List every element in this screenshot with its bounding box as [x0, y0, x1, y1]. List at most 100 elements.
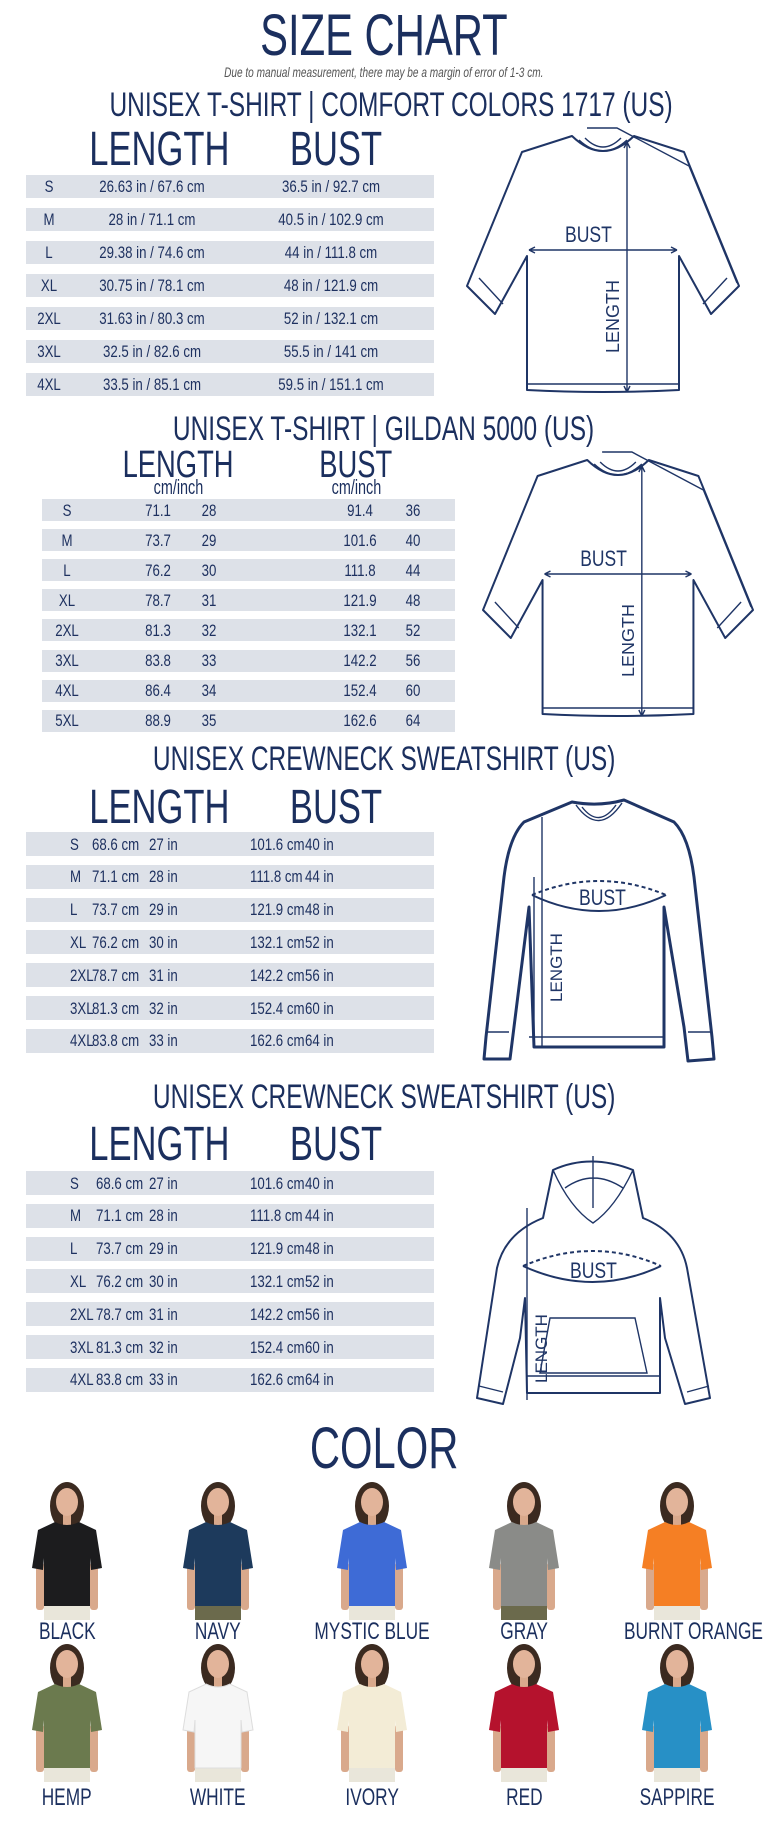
size-cell-text: 2XL	[69, 1304, 94, 1324]
measurement-cell-text: 44 in / 111.8 cm	[284, 243, 378, 262]
table-row	[26, 1335, 434, 1359]
color-label: SAPPIRE	[597, 1786, 757, 1810]
measurement-cell-text: 64 in	[304, 1370, 334, 1390]
size-cell: M	[42, 210, 56, 229]
size-cell-text: 2XL	[69, 965, 94, 985]
measurement-cell-text: 132.1 cm	[250, 1271, 305, 1291]
model-photo-hemp	[32, 1644, 102, 1782]
measurement-cell: 111.8 cm	[250, 867, 317, 886]
measurement-cell: 64 in	[305, 1370, 342, 1389]
table-row	[26, 864, 434, 889]
table-row	[26, 241, 434, 264]
measurement-cell-text: 29.38 in / 74.6 cm	[99, 243, 205, 262]
measurement-cell: 40.5 in / 102.9 cm	[263, 210, 398, 229]
measurement-cell-text: 73.7 cm	[92, 900, 140, 920]
size-cell: S	[61, 501, 72, 520]
measurement-cell: 81.3 cm	[96, 1338, 156, 1357]
measurement-cell: 40	[404, 531, 423, 550]
measurement-cell-text: 152.4 cm	[250, 1337, 305, 1357]
table-row	[26, 930, 434, 955]
measurement-cell-text: 83.8 cm	[95, 1370, 143, 1390]
measurement-cell: 56	[404, 651, 423, 670]
measurement-cell: 73.7	[141, 531, 174, 550]
measurement-cell-text: 91.4	[347, 500, 373, 520]
size-cell: 2XL	[70, 966, 100, 985]
size-cell: M	[70, 867, 84, 886]
measurement-cell-text: 111.8 cm	[250, 1206, 303, 1226]
measurement-cell: 29 in	[149, 1239, 186, 1258]
measurement-cell: 32.5 in / 82.6 cm	[89, 342, 215, 361]
bust-header: BUST	[286, 446, 426, 484]
color-section-title-text: COLOR	[309, 1416, 459, 1481]
measurement-cell-text: 31 in	[148, 1304, 178, 1324]
measurement-cell: 162.6 cm	[250, 1370, 320, 1389]
size-cell-text: 4XL	[69, 1370, 94, 1390]
size-cell: 3XL	[34, 342, 64, 361]
model-photo-navy	[183, 1482, 253, 1620]
measurement-cell-text: 101.6	[343, 530, 377, 550]
measurement-cell-text: 33 in	[148, 1031, 178, 1051]
size-cell-text: S	[69, 1173, 79, 1193]
measurement-cell-text: 88.9	[145, 711, 171, 731]
measurement-cell-text: 68.6 cm	[92, 834, 140, 854]
measurement-cell-text: 34	[201, 681, 217, 701]
color-label: HEMP	[0, 1786, 147, 1810]
measurement-cell: 73.7 cm	[96, 1239, 156, 1258]
measurement-cell: 101.6 cm	[250, 835, 320, 854]
size-cell-text: M	[69, 1206, 81, 1226]
size-cell: 4XL	[34, 375, 64, 394]
measurement-cell-text: 29	[201, 530, 217, 550]
color-label: BURNT ORANGE	[597, 1620, 763, 1644]
measurement-cell: 35	[200, 711, 219, 730]
measurement-cell: 142.2	[339, 651, 382, 670]
measurement-cell: 60 in	[305, 1338, 342, 1357]
measurement-cell: 36	[404, 501, 423, 520]
table-row	[26, 1171, 434, 1195]
table-row	[26, 897, 434, 922]
measurement-cell: 56 in	[305, 966, 342, 985]
table-row	[26, 1203, 434, 1228]
measurement-cell: 48 in / 121.9 cm	[271, 276, 392, 295]
table-row	[26, 373, 434, 396]
table-row	[26, 208, 434, 231]
length-header-text: LENGTH	[89, 781, 230, 834]
measurement-cell: 31 in	[149, 1305, 186, 1324]
t-shirt-diagram: BUST LENGTH	[466, 127, 740, 393]
bust-label: BUST	[570, 1259, 617, 1283]
bust-label: BUST	[579, 886, 626, 910]
size-cell: L	[70, 900, 79, 919]
measurement-cell-text: 32 in	[148, 1337, 178, 1357]
measurement-cell-text: 78.7 cm	[95, 1304, 143, 1324]
size-cell-text: M	[69, 867, 81, 887]
measurement-cell: 142.2 cm	[250, 1305, 320, 1324]
size-cell: 3XL	[70, 999, 100, 1018]
measurement-cell-text: 142.2 cm	[250, 965, 305, 985]
measurement-cell: 28 in / 71.1 cm	[96, 210, 208, 229]
measurement-cell-text: 71.1 cm	[95, 1206, 143, 1226]
length-label: LENGTH	[618, 604, 638, 677]
measurement-cell: 68.6 cm	[92, 835, 152, 854]
color-label: WHITE	[138, 1786, 298, 1810]
table-row	[42, 619, 455, 642]
measurement-cell: 121.9 cm	[250, 900, 320, 919]
measurement-cell: 76.2 cm	[96, 1272, 156, 1291]
model-photo-ivory	[337, 1644, 407, 1782]
measurement-cell-text: 71.1	[145, 500, 171, 520]
size-cell-text: M	[61, 530, 73, 550]
measurement-cell-text: 40 in	[304, 1173, 334, 1193]
size-cell-text: XL	[69, 932, 87, 952]
size-cell: 2XL	[34, 309, 64, 328]
table-row	[26, 175, 434, 198]
size-cell-text: 4XL	[69, 1031, 94, 1051]
measurement-cell-text: 52 in	[304, 1271, 334, 1291]
measurement-cell: 34	[200, 681, 219, 700]
size-cell-text: 4XL	[55, 681, 79, 701]
measurement-cell-text: 142.2	[343, 651, 377, 670]
measurement-cell: 44	[404, 561, 423, 580]
measurement-cell-text: 121.9 cm	[250, 1239, 305, 1259]
size-cell-text: S	[62, 500, 72, 520]
measurement-cell-text: 59.5 in / 151.1 cm	[278, 375, 384, 394]
color-label-text: BLACK	[38, 1618, 96, 1645]
measurement-cell-text: 56	[405, 651, 421, 670]
model-photo-sappire	[642, 1644, 712, 1782]
